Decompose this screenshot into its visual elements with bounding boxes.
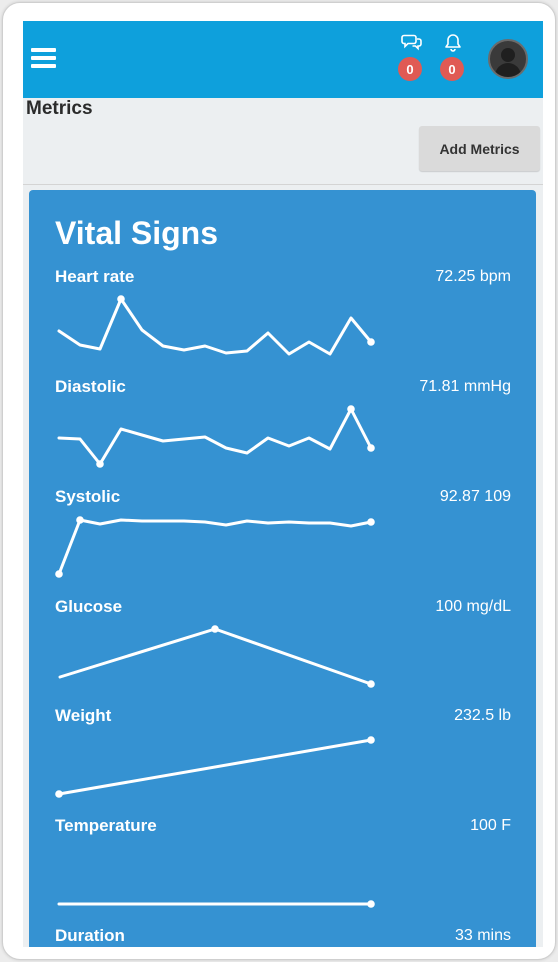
metric-label-systolic[interactable]: Systolic — [55, 487, 121, 506]
sparkline-systolic — [57, 518, 373, 576]
notifications-count-badge: 0 — [440, 57, 464, 81]
chat-bubbles-icon — [401, 34, 422, 51]
top-bar: 0 0 — [23, 21, 543, 98]
metric-value-temperature: 100 F — [470, 817, 511, 834]
metric-label-diastolic[interactable]: Diastolic — [55, 377, 126, 396]
messages-button[interactable]: 0 — [398, 33, 424, 83]
metric-label-temperature[interactable]: Temperature — [55, 816, 157, 835]
metric-label-heart-rate[interactable]: Heart rate — [55, 267, 135, 286]
metric-value-weight: 232.5 lb — [454, 707, 511, 724]
sparkline-glucose — [58, 627, 373, 686]
vital-signs-card: Vital Signs Heart rate 72.25 bpm Diastol… — [29, 190, 536, 947]
card-title: Vital Signs — [55, 215, 219, 251]
metric-value-glucose: 100 mg/dL — [435, 598, 511, 615]
metric-label-duration[interactable]: Duration — [55, 926, 125, 945]
notifications-button[interactable]: 0 — [440, 33, 466, 83]
messages-count-badge: 0 — [398, 57, 422, 81]
hamburger-menu-icon[interactable] — [31, 47, 57, 69]
sparklines — [55, 295, 375, 908]
metric-value-systolic: 92.87 109 — [439, 488, 511, 505]
divider — [23, 184, 543, 185]
sparkline-heart-rate — [57, 297, 373, 356]
sparkline-weight — [57, 738, 373, 796]
bell-icon — [445, 34, 461, 52]
app-screen: 0 0 Metrics Add Metrics Vital Signs Hear… — [23, 21, 543, 947]
user-avatar-icon[interactable] — [488, 39, 528, 79]
add-metrics-button[interactable]: Add Metrics — [419, 126, 540, 171]
metric-value-diastolic: 71.81 mmHg — [419, 378, 511, 395]
sparkline-diastolic — [57, 407, 373, 466]
metric-label-glucose[interactable]: Glucose — [55, 597, 123, 616]
metric-label-weight[interactable]: Weight — [55, 706, 112, 725]
page-title: Metrics — [26, 98, 93, 119]
metric-value-heart-rate: 72.25 bpm — [435, 268, 511, 285]
metric-value-duration: 33 mins — [454, 927, 511, 944]
